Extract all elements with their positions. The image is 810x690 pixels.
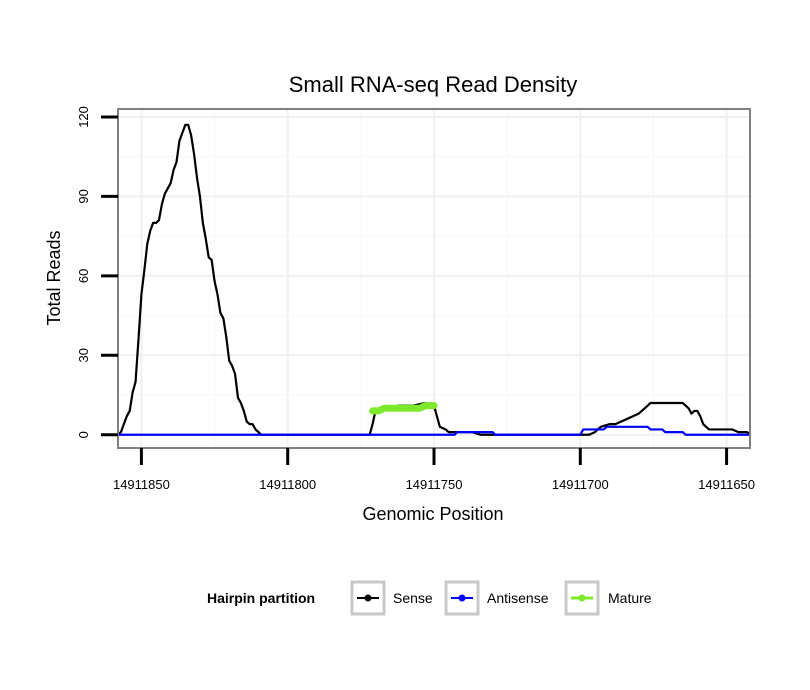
legend-key-dot-mature (578, 594, 586, 602)
x-tick-label: 14911800 (259, 477, 316, 492)
chart-title: Small RNA-seq Read Density (289, 72, 578, 97)
legend-label-antisense: Antisense (487, 590, 549, 606)
series-line-antisense (116, 425, 752, 436)
y-tick-label: 120 (76, 106, 91, 128)
legend-key-dot-antisense (458, 594, 466, 602)
legend-key-dot-sense (364, 594, 372, 602)
x-tick-label: 14911850 (113, 477, 170, 492)
y-axis: 0 30 60 90 120 (76, 106, 118, 438)
y-tick-label: 90 (76, 189, 91, 203)
x-tick-label: 14911700 (552, 477, 609, 492)
legend-title: Hairpin partition (207, 590, 315, 606)
x-tick-label: 14911750 (406, 477, 463, 492)
legend: Hairpin partition Sense Antisense Mature (207, 580, 652, 616)
y-tick-label: 0 (76, 431, 91, 438)
legend-label-sense: Sense (393, 590, 433, 606)
series-line-mature (369, 402, 438, 415)
series-line-sense (116, 123, 752, 436)
legend-label-mature: Mature (608, 590, 652, 606)
series-lines (116, 123, 752, 436)
y-tick-label: 60 (76, 269, 91, 283)
x-tick-label: 14911650 (698, 477, 755, 492)
x-axis-title: Genomic Position (362, 504, 503, 524)
y-tick-label: 30 (76, 348, 91, 362)
x-axis: 14911850 14911800 14911750 14911700 14911650 (113, 448, 755, 492)
y-axis-title: Total Reads (44, 230, 64, 325)
